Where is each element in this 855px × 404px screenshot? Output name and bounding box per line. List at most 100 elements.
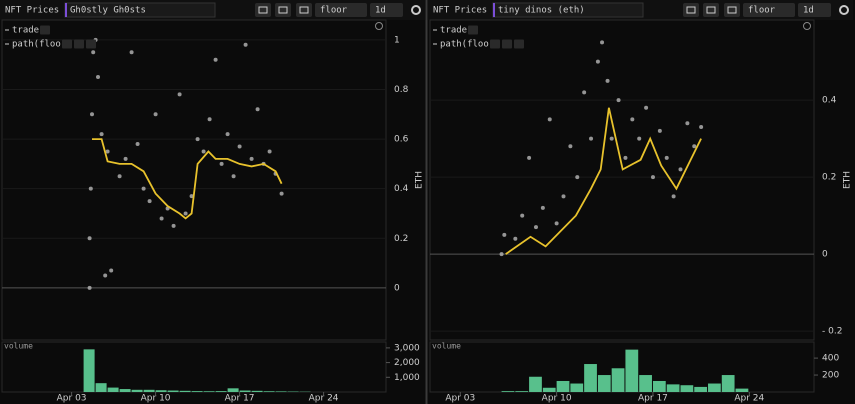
volume-bar	[694, 386, 708, 392]
volume-label: volume	[432, 342, 461, 351]
metric: floor	[320, 6, 348, 16]
snapshot-button[interactable]	[255, 3, 271, 17]
chart-button[interactable]	[296, 3, 312, 17]
legend-button[interactable]	[74, 39, 84, 49]
legend-button[interactable]	[62, 39, 72, 49]
draw-button[interactable]	[275, 3, 291, 17]
volume-bar	[251, 390, 263, 392]
trade-dot	[699, 125, 704, 130]
trade-dot	[103, 273, 108, 278]
volume-bar	[191, 391, 203, 392]
trade-dot	[554, 221, 559, 226]
trade-dot	[109, 268, 114, 273]
trade-dot	[630, 117, 635, 122]
x-tick-label: Apr 03	[57, 394, 87, 404]
trade-dot	[255, 107, 260, 112]
y-tick-label: 1,000	[394, 373, 420, 383]
volume-bar	[542, 387, 556, 392]
volume-bar	[107, 387, 119, 392]
legend-button[interactable]	[468, 25, 478, 35]
input-caret	[493, 3, 495, 17]
trade-dot	[231, 174, 236, 179]
legend-entry: trades	[12, 26, 45, 36]
volume-bar	[155, 390, 167, 392]
trade-dot	[595, 59, 600, 64]
volume-bar	[680, 385, 694, 392]
chart-button[interactable]	[724, 3, 740, 17]
y-tick-label: 0.8	[394, 85, 409, 95]
trade-dot	[87, 285, 92, 290]
trade-dot	[90, 112, 94, 117]
metric-dropdown[interactable]	[315, 3, 367, 17]
volume-bar	[263, 391, 275, 392]
trade-dot	[589, 136, 594, 141]
trade-dot	[547, 117, 552, 122]
trade-dot	[91, 50, 96, 55]
volume-bar	[131, 389, 143, 392]
y-tick-label: 1	[394, 35, 400, 45]
trade-dot	[561, 194, 566, 199]
trade-dot	[502, 232, 507, 237]
y-tick-label: 0.4	[394, 184, 409, 194]
trade-dot	[201, 149, 206, 154]
volume-bar	[529, 376, 542, 392]
trade-dot	[213, 57, 218, 62]
trade-dot	[685, 121, 690, 126]
y-tick-label: 3,000	[394, 343, 420, 353]
x-tick-label: Apr 17	[225, 394, 255, 404]
trade-dot	[153, 112, 158, 117]
volume-bar	[143, 389, 155, 392]
volume-bar	[652, 380, 666, 392]
interval-dropdown[interactable]	[370, 3, 403, 17]
button-icon	[686, 6, 696, 14]
trade-dot	[637, 136, 642, 141]
trade-dot	[540, 205, 545, 210]
legend-button[interactable]	[86, 39, 96, 49]
draw-button[interactable]	[703, 3, 719, 17]
settings-button[interactable]	[839, 5, 849, 15]
close-pane[interactable]	[375, 22, 383, 30]
trade-dot	[678, 167, 683, 172]
metric-dropdown[interactable]	[743, 3, 795, 17]
volume-bar	[611, 368, 625, 392]
trade-dot	[582, 90, 587, 95]
settings-button[interactable]	[411, 5, 421, 15]
legend-button[interactable]	[502, 39, 512, 49]
trade-dot	[225, 132, 230, 137]
y-tick-label: 0.4	[822, 96, 837, 106]
legend-button[interactable]	[490, 39, 500, 49]
y-axis-label: ETH	[415, 171, 425, 189]
trade-dot	[671, 194, 676, 199]
volume-bar	[708, 383, 721, 392]
button-icon	[706, 6, 716, 14]
trade-dot	[129, 50, 134, 55]
trade-dot	[533, 225, 538, 230]
volume-bar	[227, 388, 239, 392]
legend-button[interactable]	[40, 25, 50, 35]
interval: 1d	[375, 6, 386, 16]
trade-dot	[87, 236, 92, 241]
button-icon	[299, 6, 309, 14]
trade-dot	[96, 75, 100, 80]
button-icon	[278, 6, 288, 14]
close-pane[interactable]	[803, 22, 811, 30]
volume-bar	[83, 349, 95, 392]
y-tick-label: 0	[822, 250, 828, 260]
volume-bar	[556, 380, 570, 392]
interval-dropdown[interactable]	[798, 3, 831, 17]
volume-bar	[515, 391, 529, 392]
trade-dot	[189, 194, 194, 199]
volume-pane	[1, 341, 387, 393]
price-pane	[429, 19, 815, 341]
trade-dot	[499, 252, 504, 257]
button-icon	[258, 6, 268, 14]
collection-name: tiny dinos (eth)	[498, 6, 585, 16]
volume-bar	[721, 375, 735, 392]
x-tick-label: Apr 03	[445, 394, 475, 404]
legend-button[interactable]	[514, 39, 524, 49]
volume-bar	[239, 390, 251, 392]
volume-bar	[584, 364, 597, 392]
legend-entry: path(floor)	[440, 40, 500, 50]
snapshot-button[interactable]	[683, 3, 699, 17]
x-tick-label: Apr 10	[141, 394, 171, 404]
